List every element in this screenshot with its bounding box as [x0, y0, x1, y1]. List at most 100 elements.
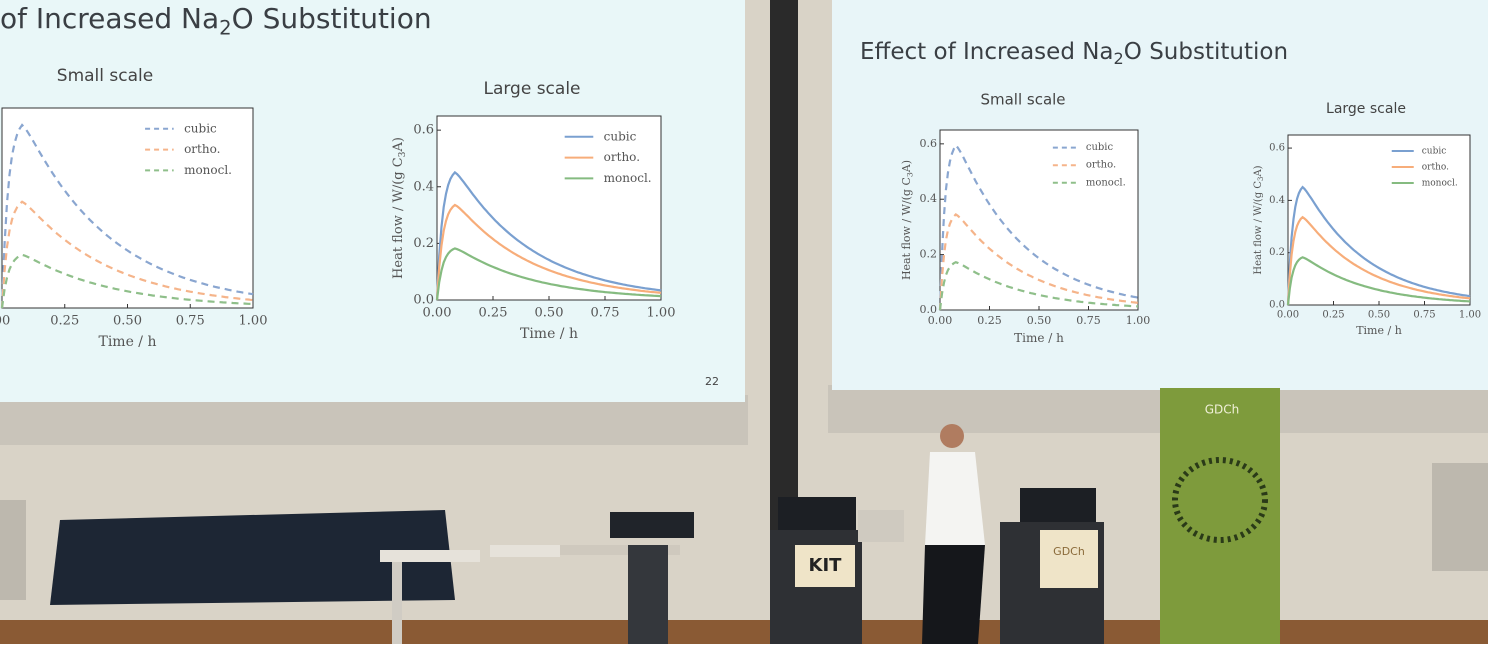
x-axis-label: Time / h [1014, 331, 1064, 345]
y-axis-label-part: A) [900, 160, 913, 173]
slide-title-part: O Substitution [1124, 39, 1288, 65]
curve [435, 247, 662, 301]
y-axis-label-part: A) [391, 137, 406, 152]
y-tick-label: 0.4 [1269, 195, 1285, 206]
curve [1286, 215, 1471, 306]
legend-label: ortho. [1086, 160, 1116, 171]
plot-area [1, 107, 254, 309]
monitor [1020, 488, 1096, 524]
podium-sign [1040, 530, 1098, 588]
monitor [778, 497, 856, 533]
y-tick-label: 0.0 [920, 303, 938, 316]
x-tick-label: 0.00 [928, 314, 953, 327]
x-tick-label: 0.50 [113, 314, 142, 329]
legend-label: monocl. [1086, 177, 1126, 188]
x-tick-label: 0.25 [50, 314, 79, 329]
curve [1286, 185, 1471, 306]
y-axis-label-part: A) [1253, 165, 1264, 177]
banner [1160, 388, 1280, 644]
y-tick-label: 0.4 [920, 192, 938, 205]
x-tick-label: 0.50 [535, 306, 564, 321]
legend-label: ortho. [604, 150, 640, 164]
x-tick-label: 0.25 [479, 306, 508, 321]
speaker-trousers [922, 545, 985, 644]
curve [938, 261, 1139, 311]
legend-label: ortho. [184, 142, 220, 156]
y-axis-label-part: Heat flow / W/(g C [900, 177, 913, 280]
panel-title: Small scale [57, 66, 153, 86]
x-tick-label: 0.75 [1076, 314, 1101, 327]
slide-title: Effect of Increased Na2O Substitution [860, 39, 1288, 68]
plot-area [436, 115, 662, 301]
x-tick-label: 0.00 [1277, 310, 1299, 321]
plot-area [1287, 134, 1471, 306]
y-tick-label: 0.2 [413, 236, 434, 251]
curve [1286, 256, 1471, 306]
x-tick-label: 1.00 [1459, 310, 1481, 321]
podium-sign-text: KIT [809, 555, 843, 576]
slide-title-sub: 2 [1114, 48, 1124, 67]
x-axis-label: Time / h [520, 326, 578, 342]
y-axis-label: Heat flow / W/(g C3A) [391, 137, 408, 279]
screen-frame [828, 385, 1488, 433]
y-axis-label-part: Heat flow / W/(g C [1253, 181, 1264, 275]
slide-title-part: of Increased Na [0, 2, 219, 35]
curve [938, 212, 1139, 311]
monitor [610, 512, 694, 538]
x-tick-label: 0.00 [423, 306, 452, 321]
x-tick-label: 0.75 [591, 306, 620, 321]
panel-title: Large scale [1326, 101, 1406, 117]
x-tick-label: 0.75 [176, 314, 205, 329]
x-tick-label: 0.75 [1413, 310, 1435, 321]
y-axis-label: Heat flow / W/(g C3A) [1253, 165, 1266, 274]
desk-leg [628, 545, 668, 644]
laptop [858, 510, 904, 542]
desk [560, 545, 680, 555]
legend-label: cubic [1086, 142, 1114, 153]
slide-title: of Increased Na2O Substitution [0, 2, 432, 39]
slide-title-part: O Substitution [232, 2, 432, 35]
podium-sign-text: GDCh [1053, 545, 1085, 558]
x-tick-label: 0.25 [1322, 310, 1344, 321]
slide-number: 22 [705, 375, 719, 388]
pillar [770, 0, 798, 540]
plot-area [939, 129, 1139, 311]
x-axis-label: Time / h [98, 334, 156, 350]
y-axis-label-sub: 3 [905, 172, 914, 177]
panel-title: Small scale [980, 91, 1065, 109]
wall-panel [0, 500, 26, 600]
curve [0, 123, 254, 309]
legend-label: ortho. [1422, 163, 1449, 173]
legend-label: monocl. [1422, 179, 1458, 189]
y-tick-label: 0.4 [413, 179, 434, 194]
y-tick-label: 0.2 [920, 248, 938, 261]
x-tick-label: 1.00 [1126, 314, 1151, 327]
cart [490, 545, 560, 557]
x-tick-label: 1.00 [647, 306, 676, 321]
y-tick-label: 0.6 [1269, 143, 1285, 154]
curve [0, 253, 254, 309]
slide-title-sub: 2 [219, 16, 231, 39]
legend-label: monocl. [604, 171, 652, 185]
x-axis-label: Time / h [1356, 324, 1402, 337]
panel-title: Large scale [483, 79, 580, 99]
curve [435, 203, 662, 301]
y-tick-label: 0.6 [413, 123, 434, 138]
x-tick-label: 0.50 [1027, 314, 1052, 327]
cart [380, 550, 480, 562]
y-axis-label-sub: 3 [1257, 177, 1265, 181]
y-axis-label-part: Heat flow / W/(g C [391, 157, 406, 279]
table [50, 510, 455, 605]
y-tick-label: 0.0 [413, 293, 434, 308]
legend-label: cubic [1422, 147, 1447, 157]
legend-label: monocl. [184, 163, 232, 177]
slide-title-part: Effect of Increased Na [860, 39, 1114, 65]
banner-art [1172, 457, 1268, 543]
podium-sign [795, 545, 855, 587]
speaker-shirt [925, 452, 985, 545]
banner-text: GDCh [1205, 403, 1240, 417]
legend-label: cubic [184, 121, 217, 135]
y-axis-label: Heat flow / W/(g C3A) [900, 160, 914, 280]
